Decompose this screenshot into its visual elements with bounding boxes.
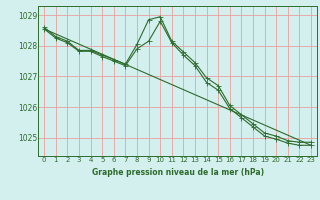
X-axis label: Graphe pression niveau de la mer (hPa): Graphe pression niveau de la mer (hPa) [92,168,264,177]
